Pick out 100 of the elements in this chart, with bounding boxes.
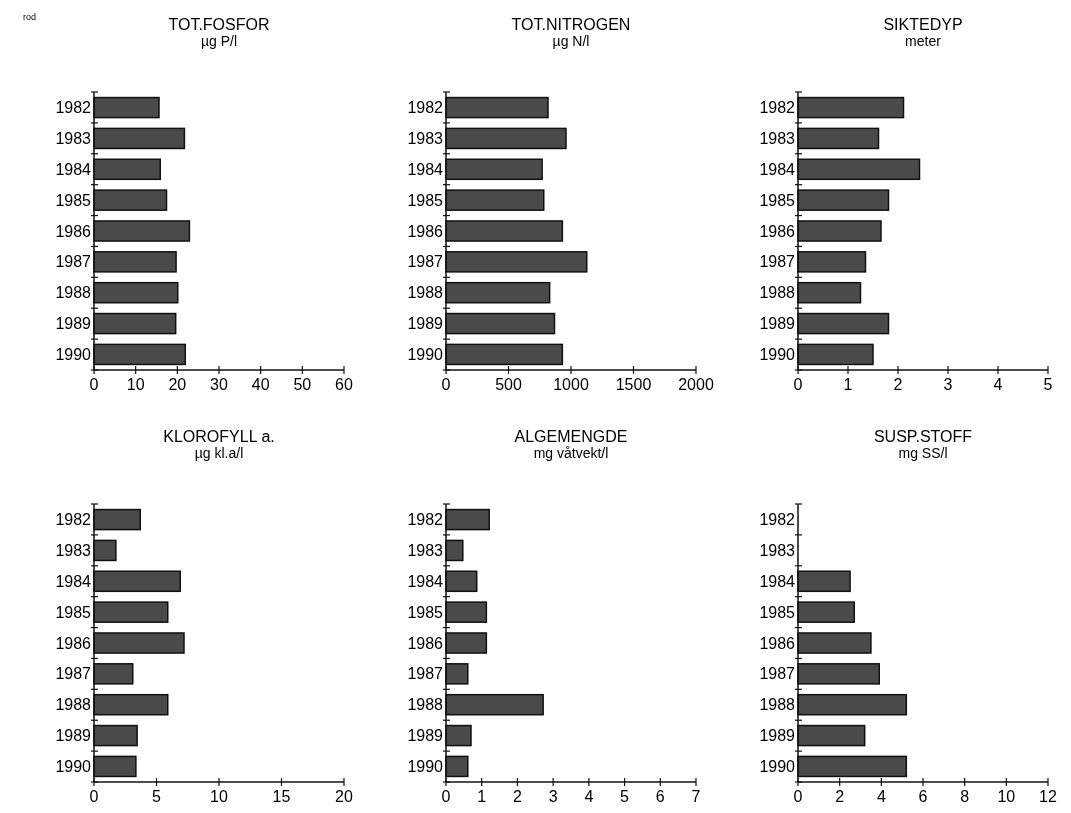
x-tick-label: 0 xyxy=(793,376,803,393)
x-tick-label: 60 xyxy=(335,376,353,393)
y-tick-label: 1988 xyxy=(55,696,92,714)
y-tick-label: 1985 xyxy=(55,191,92,209)
chart-subtitle: µg P/l xyxy=(200,33,238,49)
chart-subtitle: mg SS/l xyxy=(898,445,948,461)
x-tick-label: 0 xyxy=(89,376,99,393)
x-tick-label: 2 xyxy=(835,788,845,805)
y-tick-label: 1985 xyxy=(759,603,796,621)
x-tick-label: 2000 xyxy=(678,376,714,393)
y-tick-label: 1982 xyxy=(407,511,444,529)
y-tick-label: 1988 xyxy=(407,696,444,714)
x-tick-label: 6 xyxy=(918,788,928,805)
y-tick-label: 1984 xyxy=(55,572,92,590)
x-tick-label: 0 xyxy=(793,788,803,805)
x-tick-label: 1 xyxy=(843,376,853,393)
x-tick-label: 8 xyxy=(960,788,970,805)
y-tick-label: 1988 xyxy=(55,284,92,302)
y-tick-label: 1989 xyxy=(759,315,796,333)
y-tick-label: 1983 xyxy=(759,130,796,148)
y-tick-label: 1982 xyxy=(759,99,796,117)
text: rod xyxy=(23,12,37,22)
y-tick-label: 1985 xyxy=(759,191,796,209)
x-tick-label: 20 xyxy=(168,376,187,393)
y-tick-label: 1990 xyxy=(55,758,92,776)
y-tick-label: 1986 xyxy=(759,634,796,652)
chart-subtitle: meter xyxy=(905,33,942,49)
y-tick-label: 1983 xyxy=(55,130,92,148)
y-tick-label: 1989 xyxy=(759,727,796,745)
chart-title: SIKTEDYP xyxy=(883,16,963,33)
y-tick-label: 1984 xyxy=(407,572,444,590)
y-tick-label: 1984 xyxy=(759,572,796,590)
y-tick-label: 1988 xyxy=(759,696,796,714)
x-tick-label: 4 xyxy=(993,376,1003,393)
y-tick-label: 1984 xyxy=(55,160,92,178)
y-tick-label: 1983 xyxy=(407,542,444,560)
chart-title: SUSP.STOFF xyxy=(873,428,973,445)
x-tick-label: 30 xyxy=(210,376,228,393)
y-tick-label: 1989 xyxy=(407,727,444,745)
x-tick-label: 6 xyxy=(655,788,665,805)
chart-subtitle: µg N/l xyxy=(552,33,590,49)
x-tick-label: 2 xyxy=(893,376,903,393)
chart-title: ALGEMENGDE xyxy=(514,428,628,445)
x-tick-label: 3 xyxy=(548,788,558,805)
y-tick-label: 1988 xyxy=(407,284,444,302)
x-tick-label: 5 xyxy=(152,788,162,805)
y-tick-label: 1985 xyxy=(407,191,444,209)
y-tick-label: 1982 xyxy=(55,511,92,529)
chart-subtitle: mg våtvekt/l xyxy=(533,445,609,461)
x-tick-label: 7 xyxy=(691,788,701,805)
x-tick-label: 20 xyxy=(335,788,353,805)
chart-title: TOT.FOSFOR xyxy=(168,16,270,33)
chart-subtitle: µg kl.a/l xyxy=(194,445,244,461)
y-tick-label: 1990 xyxy=(759,346,796,364)
y-tick-label: 1983 xyxy=(759,542,796,560)
y-tick-label: 1983 xyxy=(55,542,92,560)
y-tick-label: 1985 xyxy=(407,603,444,621)
y-tick-label: 1982 xyxy=(407,99,444,117)
x-tick-label: 0 xyxy=(441,788,451,805)
y-tick-label: 1988 xyxy=(759,284,796,302)
y-tick-label: 1986 xyxy=(759,222,796,240)
y-tick-label: 1990 xyxy=(759,758,796,776)
x-tick-label: 1500 xyxy=(615,376,652,393)
y-tick-label: 1986 xyxy=(407,222,444,240)
y-tick-label: 1990 xyxy=(407,758,444,776)
y-tick-label: 1987 xyxy=(55,253,92,271)
x-tick-label: 0 xyxy=(89,788,99,805)
x-tick-label: 3 xyxy=(943,376,953,393)
x-tick-label: 10 xyxy=(126,376,145,393)
x-tick-label: 10 xyxy=(210,788,228,805)
y-tick-label: 1987 xyxy=(55,665,92,683)
y-tick-label: 1982 xyxy=(55,99,92,117)
x-tick-label: 40 xyxy=(251,376,270,393)
y-tick-label: 1984 xyxy=(759,160,796,178)
x-tick-label: 5 xyxy=(1043,376,1053,393)
y-tick-label: 1989 xyxy=(407,315,444,333)
y-tick-label: 1983 xyxy=(407,130,444,148)
x-tick-label: 4 xyxy=(876,788,886,805)
y-tick-label: 1990 xyxy=(407,346,444,364)
y-tick-label: 1989 xyxy=(55,727,92,745)
y-tick-label: 1990 xyxy=(55,346,92,364)
y-tick-label: 1989 xyxy=(55,315,92,333)
x-tick-label: 10 xyxy=(997,788,1016,805)
x-tick-label: 1000 xyxy=(553,376,589,393)
x-tick-label: 4 xyxy=(584,788,594,805)
x-tick-label: 15 xyxy=(272,788,291,805)
y-tick-label: 1987 xyxy=(759,253,796,271)
y-tick-label: 1982 xyxy=(759,511,796,529)
x-tick-label: 2 xyxy=(512,788,522,805)
x-tick-label: 12 xyxy=(1039,788,1057,805)
y-tick-label: 1986 xyxy=(55,222,92,240)
x-tick-label: 500 xyxy=(495,376,522,393)
chart-title: KLOROFYLL a. xyxy=(163,428,275,445)
y-tick-label: 1987 xyxy=(407,665,444,683)
y-tick-label: 1984 xyxy=(407,160,444,178)
x-tick-label: 1 xyxy=(477,788,487,805)
y-tick-label: 1987 xyxy=(759,665,796,683)
chart-title: TOT.NITROGEN xyxy=(511,16,631,33)
y-tick-label: 1987 xyxy=(407,253,444,271)
x-tick-label: 50 xyxy=(293,376,312,393)
